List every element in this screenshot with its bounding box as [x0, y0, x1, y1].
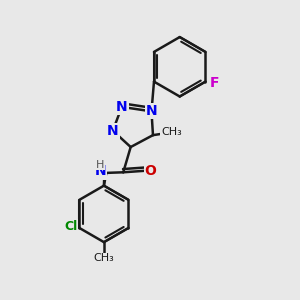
- Text: O: O: [145, 164, 157, 178]
- Text: F: F: [210, 76, 219, 90]
- Text: N: N: [116, 100, 128, 114]
- Text: N: N: [94, 164, 106, 178]
- Text: CH₃: CH₃: [94, 254, 114, 263]
- Text: H: H: [96, 160, 105, 170]
- Text: CH₃: CH₃: [161, 127, 182, 136]
- Text: Cl: Cl: [64, 220, 77, 233]
- Text: N: N: [107, 124, 119, 138]
- Text: N: N: [146, 104, 157, 118]
